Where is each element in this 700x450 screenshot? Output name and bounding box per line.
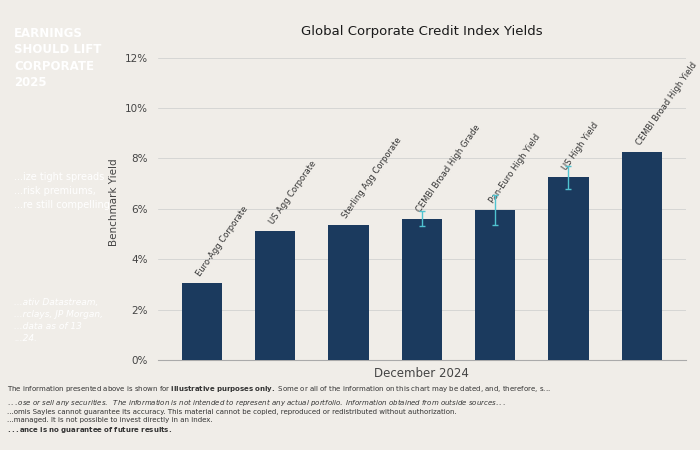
Bar xyxy=(548,177,589,360)
Bar xyxy=(402,219,442,360)
Y-axis label: Benchmark Yield: Benchmark Yield xyxy=(109,159,119,246)
Text: ...ize tight spreads
...risk premiums,
...re still compelling: ...ize tight spreads ...risk premiums, .… xyxy=(14,172,110,210)
Text: Pan-Euro High Yield: Pan-Euro High Yield xyxy=(488,132,542,205)
Bar xyxy=(475,210,515,360)
Text: EARNINGS
SHOULD LIFT
CORPORATE
2025: EARNINGS SHOULD LIFT CORPORATE 2025 xyxy=(14,27,101,89)
Text: US High Yield: US High Yield xyxy=(561,121,601,172)
Bar xyxy=(328,225,369,360)
Text: CEMBI Broad High Grade: CEMBI Broad High Grade xyxy=(414,123,482,214)
Text: The information presented above is shown for $\bf{illustrative\ purposes\ only.}: The information presented above is shown… xyxy=(7,384,551,436)
Title: Global Corporate Credit Index Yields: Global Corporate Credit Index Yields xyxy=(301,25,542,38)
X-axis label: December 2024: December 2024 xyxy=(374,367,469,380)
Text: Sterling Agg Corporate: Sterling Agg Corporate xyxy=(341,136,404,220)
Text: ...ativ Datastream,
...rclays, JP Morgan,
...data as of 13
...24.: ...ativ Datastream, ...rclays, JP Morgan… xyxy=(14,298,104,343)
Bar xyxy=(255,231,295,360)
Bar xyxy=(181,283,222,360)
Bar xyxy=(622,152,662,360)
Text: CEMBI Broad High Yield: CEMBI Broad High Yield xyxy=(634,61,699,147)
Text: Euro-Agg Corporate: Euro-Agg Corporate xyxy=(195,205,249,278)
Text: US Agg Corporate: US Agg Corporate xyxy=(267,160,318,226)
